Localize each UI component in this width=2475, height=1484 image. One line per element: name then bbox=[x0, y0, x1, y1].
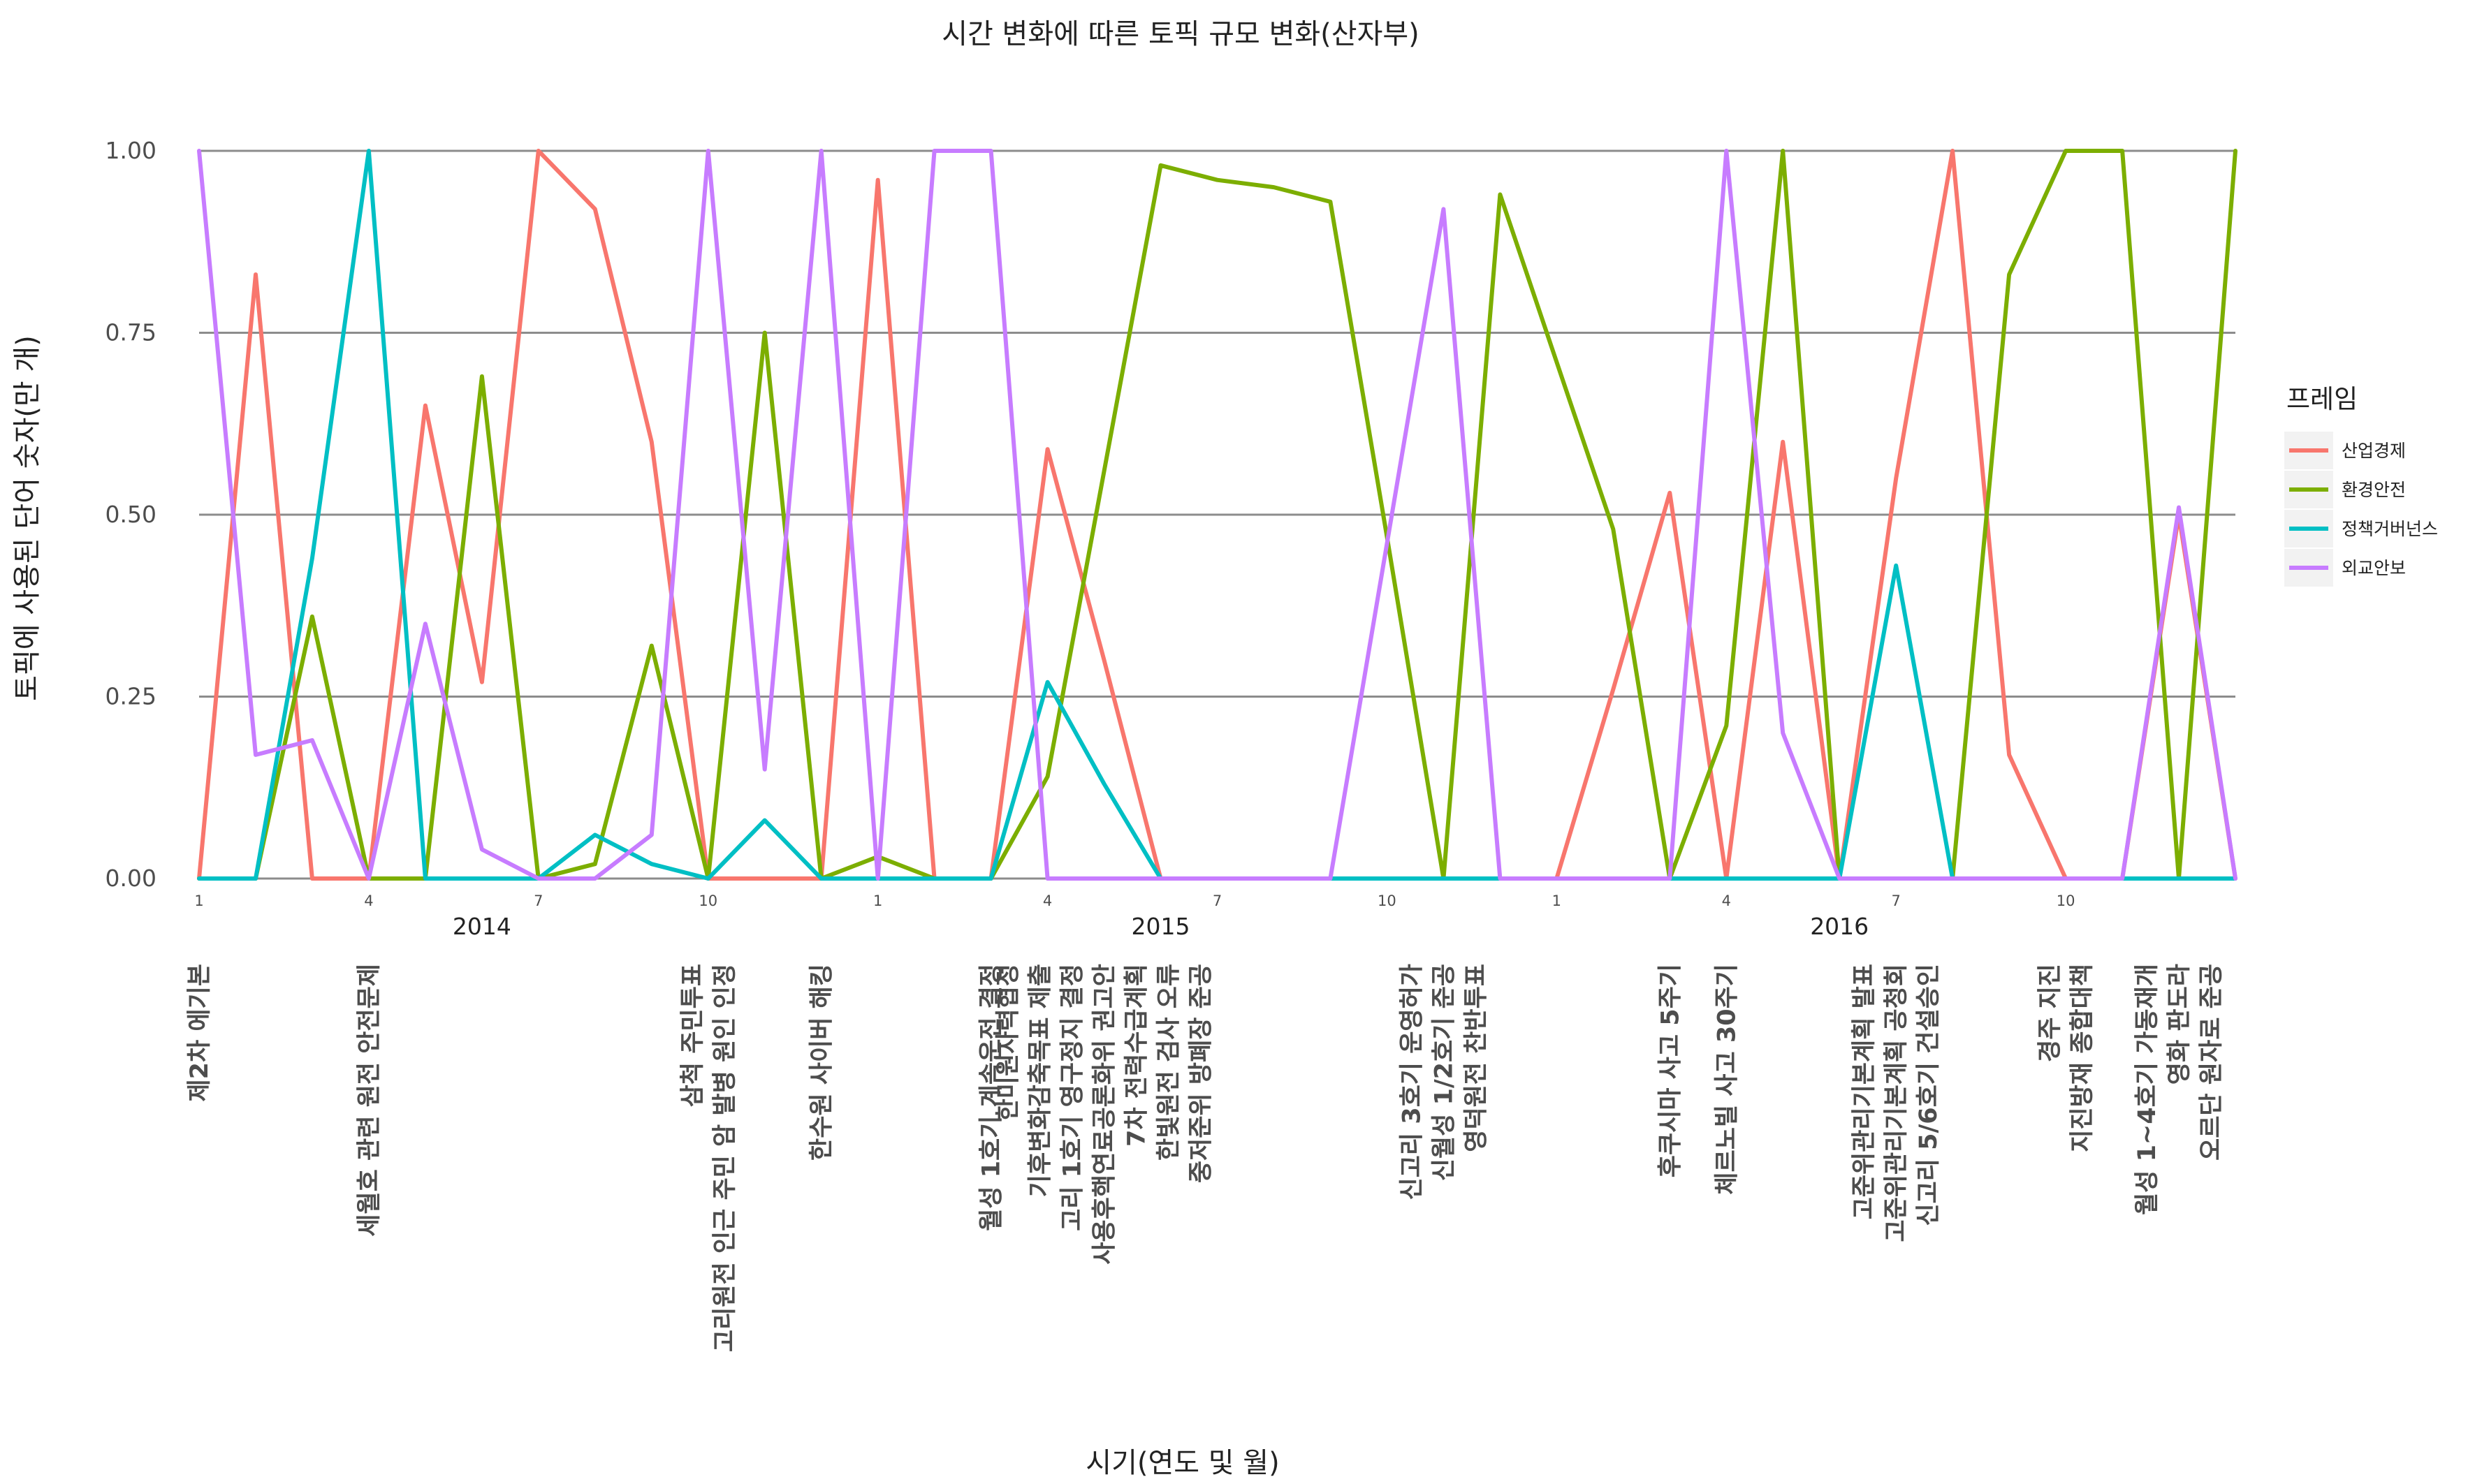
legend-label: 정책거버넌스 bbox=[2342, 519, 2438, 539]
series-line-3 bbox=[197, 149, 2237, 881]
event-annotation: 영화 판도라 bbox=[2166, 964, 2193, 1085]
legend-label: 산업경제 bbox=[2342, 441, 2406, 461]
event-annotation: 후쿠시마 사고 5주기 bbox=[1656, 964, 1684, 1177]
event-annotation: 월성 1호기 계속운전 결정 bbox=[978, 964, 1006, 1231]
event-annotation: 한빛원전 검사 오류 bbox=[1155, 964, 1183, 1161]
event-annotation: 신고리 5/6호기 건설승인 bbox=[1915, 964, 1943, 1226]
event-annotation: 체르노빌 사고 30주기 bbox=[1713, 964, 1741, 1195]
legend-label: 환경안전 bbox=[2342, 480, 2406, 500]
event-annotation: 고준위관리기본계획 공청회 bbox=[1883, 964, 1911, 1242]
event-annotation: 경주 지진 bbox=[2036, 964, 2064, 1062]
y-tick-label: 0.50 bbox=[105, 501, 156, 528]
x-month-tick-label: 7 bbox=[1891, 892, 1900, 909]
x-month-tick-label: 1 bbox=[1552, 892, 1561, 909]
x-year-label: 2015 bbox=[1132, 913, 1190, 940]
event-annotation: 사용후핵연료공론화위 권고안 bbox=[1091, 964, 1119, 1265]
legend-label: 외교안보 bbox=[2342, 558, 2406, 578]
series-lines bbox=[197, 149, 2237, 881]
x-year-label: 2014 bbox=[453, 913, 511, 940]
event-annotation: 오르단 원자로 준공 bbox=[2198, 964, 2226, 1161]
x-month-tick-label: 4 bbox=[364, 892, 373, 909]
x-month-tick-label: 10 bbox=[2057, 892, 2075, 909]
x-axis-title: 시기(연도 및 월) bbox=[1086, 1447, 1279, 1479]
x-month-tick-label: 1 bbox=[194, 892, 203, 909]
y-tick-label: 0.25 bbox=[105, 683, 156, 710]
x-year-label: 2016 bbox=[1810, 913, 1869, 940]
chart-title: 시간 변화에 따른 토픽 규모 변화(산자부) bbox=[942, 18, 1419, 50]
event-annotation: 월성 1~4호기 가동재개 bbox=[2133, 964, 2161, 1215]
event-annotation: 제2차 에기본 bbox=[186, 964, 214, 1102]
x-axis: 1 4 7 10 1 4 7 10 1 4 7 10 2014 2015 2016 bbox=[194, 892, 2075, 940]
x-month-tick-label: 1 bbox=[873, 892, 882, 909]
event-annotation: 중저준위 방폐장 준공 bbox=[1188, 964, 1215, 1183]
x-month-tick-label: 7 bbox=[1213, 892, 1222, 909]
y-axis: 0.00 0.25 0.50 0.75 1.00 bbox=[105, 137, 156, 892]
event-annotation: 영덕원전 찬반투표 bbox=[1462, 964, 1490, 1152]
x-month-tick-label: 10 bbox=[1378, 892, 1396, 909]
event-annotation: 고준위관리기본계획 발표 bbox=[1850, 964, 1878, 1219]
event-annotation: 7차 전력수급계획 bbox=[1123, 964, 1151, 1147]
event-annotation: 삼척 주민투표 bbox=[679, 964, 707, 1107]
x-month-tick-label: 4 bbox=[1722, 892, 1731, 909]
event-annotation: 지진방재 종합대책 bbox=[2068, 964, 2096, 1152]
x-month-tick-label: 4 bbox=[1043, 892, 1052, 909]
x-month-tick-label: 10 bbox=[699, 892, 717, 909]
event-annotation: 한미원자력협정 bbox=[995, 964, 1023, 1121]
legend-title: 프레임 bbox=[2286, 384, 2358, 414]
event-annotation: 기후변화감축목표 제출 bbox=[1027, 964, 1055, 1197]
event-annotation: 고리원전 인근 주민 암 발병 원인 인정 bbox=[711, 964, 739, 1352]
event-annotation: 세월호 관련 원전 안전문제 bbox=[356, 964, 384, 1237]
event-annotation: 신고리 3호기 운영허가 bbox=[1398, 964, 1426, 1200]
y-tick-label: 1.00 bbox=[105, 137, 156, 164]
y-tick-label: 0.00 bbox=[105, 865, 156, 892]
x-month-tick-label: 7 bbox=[534, 892, 543, 909]
y-axis-title: 토픽에 사용된 단어 숫자(만 개) bbox=[11, 335, 43, 701]
y-tick-label: 0.75 bbox=[105, 319, 156, 346]
event-annotation: 한수원 사이버 해킹 bbox=[808, 964, 836, 1161]
event-annotation: 신월성 1/2호기 준공 bbox=[1430, 964, 1458, 1181]
event-annotations: 제2차 에기본 세월호 관련 원전 안전문제 삼척 주민투표 고리원전 인근 주민 암… bbox=[186, 964, 2226, 1352]
grid-lines bbox=[199, 149, 2235, 880]
event-annotation: 고리 1호기 영구정지 결정 bbox=[1059, 964, 1087, 1231]
